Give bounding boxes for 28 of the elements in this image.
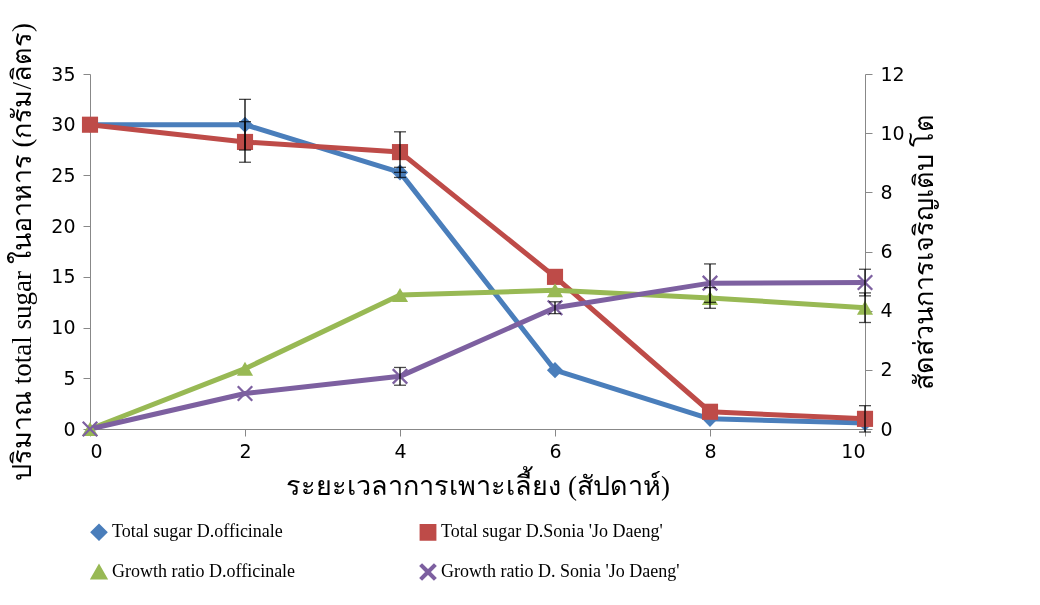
y-tick-label: 25 [51,163,76,186]
y-tick-label: 30 [51,113,76,136]
x-tick-label: 6 [549,439,562,462]
y-tick-label: 10 [51,316,76,339]
y2-tick-label: 0 [880,417,893,440]
y2-axis-title: สัดส่วนการเจริญเติบ โต [908,114,939,390]
y-tick-label: 0 [63,417,76,440]
y-tick-label: 5 [63,366,76,389]
y-axis-title: ปริมาณ total sugar ในอาหาร (กรัม/ลิตร) [6,23,38,481]
legend-label: Total sugar D.Sonia 'Jo Daeng' [441,521,663,542]
x-axis-title: ระยะเวลาการเพาะเลี้ยง (สัปดาห์) [286,465,670,501]
legend-label: Total sugar D.officinale [112,521,283,542]
y2-tick-label: 8 [880,180,893,203]
x-tick-label: 10 [841,439,866,462]
x-tick-label: 0 [90,439,103,462]
x-tick-label: 2 [239,439,252,462]
x-tick-label: 4 [394,439,407,462]
y2-tick-label: 4 [880,299,893,322]
y2-tick-label: 2 [880,358,893,381]
y2-tick-label: 6 [880,240,893,262]
y-tick-label: 15 [51,265,76,288]
x-tick-label: 8 [704,439,717,462]
y2-tick-label: 10 [880,121,905,144]
y-tick-label: 20 [51,214,76,237]
y-tick-label: 35 [51,62,76,85]
y2-tick-label: 12 [880,62,905,85]
legend-label: Growth ratio D. Sonia 'Jo Daeng' [441,561,680,581]
legend-label: Growth ratio D.officinale [112,561,296,581]
